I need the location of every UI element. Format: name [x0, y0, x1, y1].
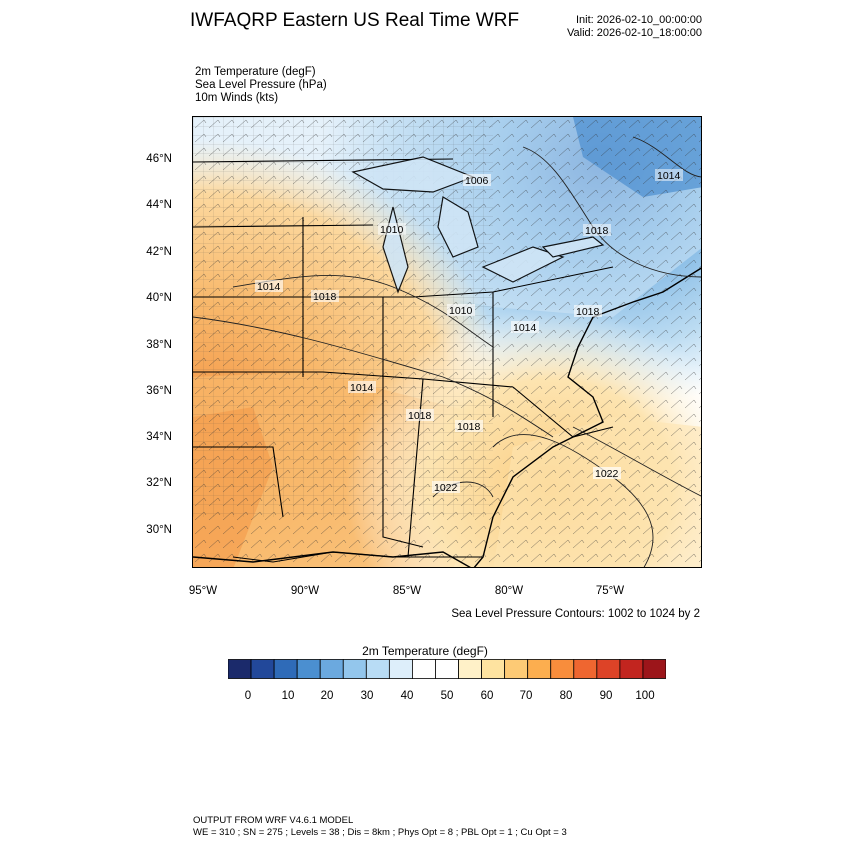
colorbar-label: 50	[440, 690, 454, 702]
isobar-label: 1018	[406, 409, 434, 422]
weather-map: 1006 1014 1010 1018 1014 1018 1010 1014 …	[192, 116, 702, 568]
lon-label: 95°W	[188, 585, 218, 597]
field-pressure: Sea Level Pressure (hPa)	[195, 79, 327, 91]
svg-text:1014: 1014	[657, 170, 681, 182]
svg-text:1018: 1018	[576, 306, 600, 318]
colorbar-swatch	[319, 659, 344, 679]
svg-text:1022: 1022	[434, 482, 458, 494]
model-footer: OUTPUT FROM WRF V4.6.1 MODEL WE = 310 ; …	[193, 815, 567, 839]
svg-text:1010: 1010	[449, 305, 473, 317]
footer-line-1: OUTPUT FROM WRF V4.6.1 MODEL	[193, 815, 354, 826]
lat-label: 36°N	[146, 385, 172, 397]
colorbar-label: 10	[281, 690, 295, 702]
lat-label: 32°N	[146, 477, 172, 489]
colorbar-label: 60	[480, 690, 494, 702]
colorbar	[228, 659, 666, 679]
isobar-label: 1022	[432, 481, 460, 494]
svg-text:1022: 1022	[595, 468, 619, 480]
field-list: 2m Temperature (degF) Sea Level Pressure…	[195, 66, 327, 105]
isobar-label: 1014	[655, 169, 683, 182]
colorbar-swatch	[296, 659, 321, 679]
colorbar-swatch	[481, 659, 506, 679]
lat-label: 40°N	[146, 292, 172, 304]
colorbar-swatch	[504, 659, 529, 679]
map-svg: 1006 1014 1010 1018 1014 1018 1010 1014 …	[193, 117, 701, 567]
isobar-label: 1022	[593, 467, 621, 480]
isobar-label: 1014	[255, 280, 283, 293]
colorbar-swatch	[527, 659, 552, 679]
plot-title: IWFAQRP Eastern US Real Time WRF	[190, 10, 520, 31]
field-winds: 10m Winds (kts)	[195, 92, 279, 104]
colorbar-swatch	[458, 659, 482, 679]
isobar-label: 1010	[447, 304, 475, 317]
colorbar-swatch	[250, 659, 275, 679]
lat-label: 38°N	[146, 339, 172, 351]
colorbar-label: 0	[244, 690, 252, 702]
colorbar-label: 70	[519, 690, 533, 702]
colorbar-swatch	[228, 659, 252, 679]
svg-text:1014: 1014	[257, 281, 281, 293]
contour-note: Sea Level Pressure Contours: 1002 to 102…	[451, 608, 700, 620]
colorbar-swatch	[388, 659, 413, 679]
colorbar-swatch	[642, 659, 666, 679]
svg-text:1018: 1018	[408, 410, 432, 422]
lon-label: 85°W	[392, 585, 422, 597]
lat-label: 34°N	[146, 431, 172, 443]
colorbar-label: 20	[320, 690, 334, 702]
isobar-label: 1014	[511, 321, 539, 334]
colorbar-label: 100	[635, 690, 655, 702]
isobar-label: 1006	[463, 174, 491, 187]
time-info: Init: 2026-02-10_00:00:00 Valid: 2026-02…	[567, 14, 702, 40]
colorbar-label: 40	[400, 690, 414, 702]
lat-label: 44°N	[146, 199, 172, 211]
lon-label: 75°W	[595, 585, 625, 597]
svg-text:1014: 1014	[350, 382, 374, 394]
lon-label: 80°W	[494, 585, 524, 597]
svg-text:1014: 1014	[513, 322, 537, 334]
valid-time: Valid: 2026-02-10_18:00:00	[567, 27, 702, 39]
colorbar-title: 2m Temperature (degF)	[362, 644, 488, 658]
colorbar-swatch	[365, 659, 390, 679]
colorbar-swatch	[273, 659, 298, 679]
isobar-label: 1010	[378, 223, 406, 236]
init-time: Init: 2026-02-10_00:00:00	[576, 14, 702, 26]
footer-line-2: WE = 310 ; SN = 275 ; Levels = 38 ; Dis …	[193, 827, 567, 838]
colorbar-label: 80	[559, 690, 573, 702]
svg-text:1018: 1018	[585, 225, 609, 237]
colorbar-swatch	[596, 659, 621, 679]
lat-label: 42°N	[146, 246, 172, 258]
lat-label: 30°N	[146, 524, 172, 536]
isobar-label: 1018	[583, 224, 611, 237]
svg-text:1010: 1010	[380, 224, 404, 236]
colorbar-swatch	[573, 659, 598, 679]
colorbar-label: 30	[360, 690, 374, 702]
svg-text:1018: 1018	[457, 421, 481, 433]
colorbar-swatch	[550, 659, 575, 679]
colorbar-swatch	[619, 659, 644, 679]
isobar-label: 1018	[574, 305, 602, 318]
colorbar-swatch	[435, 659, 459, 679]
svg-text:1006: 1006	[465, 175, 489, 187]
colorbar-label: 90	[599, 690, 613, 702]
lon-label: 90°W	[290, 585, 320, 597]
isobar-label: 1018	[455, 420, 483, 433]
isobar-label: 1014	[348, 381, 376, 394]
isobar-label: 1018	[311, 290, 339, 303]
lat-label: 46°N	[146, 153, 172, 165]
svg-text:1018: 1018	[313, 291, 337, 303]
colorbar-swatch	[412, 659, 436, 679]
colorbar-swatch	[342, 659, 367, 679]
field-temperature: 2m Temperature (degF)	[195, 66, 316, 78]
